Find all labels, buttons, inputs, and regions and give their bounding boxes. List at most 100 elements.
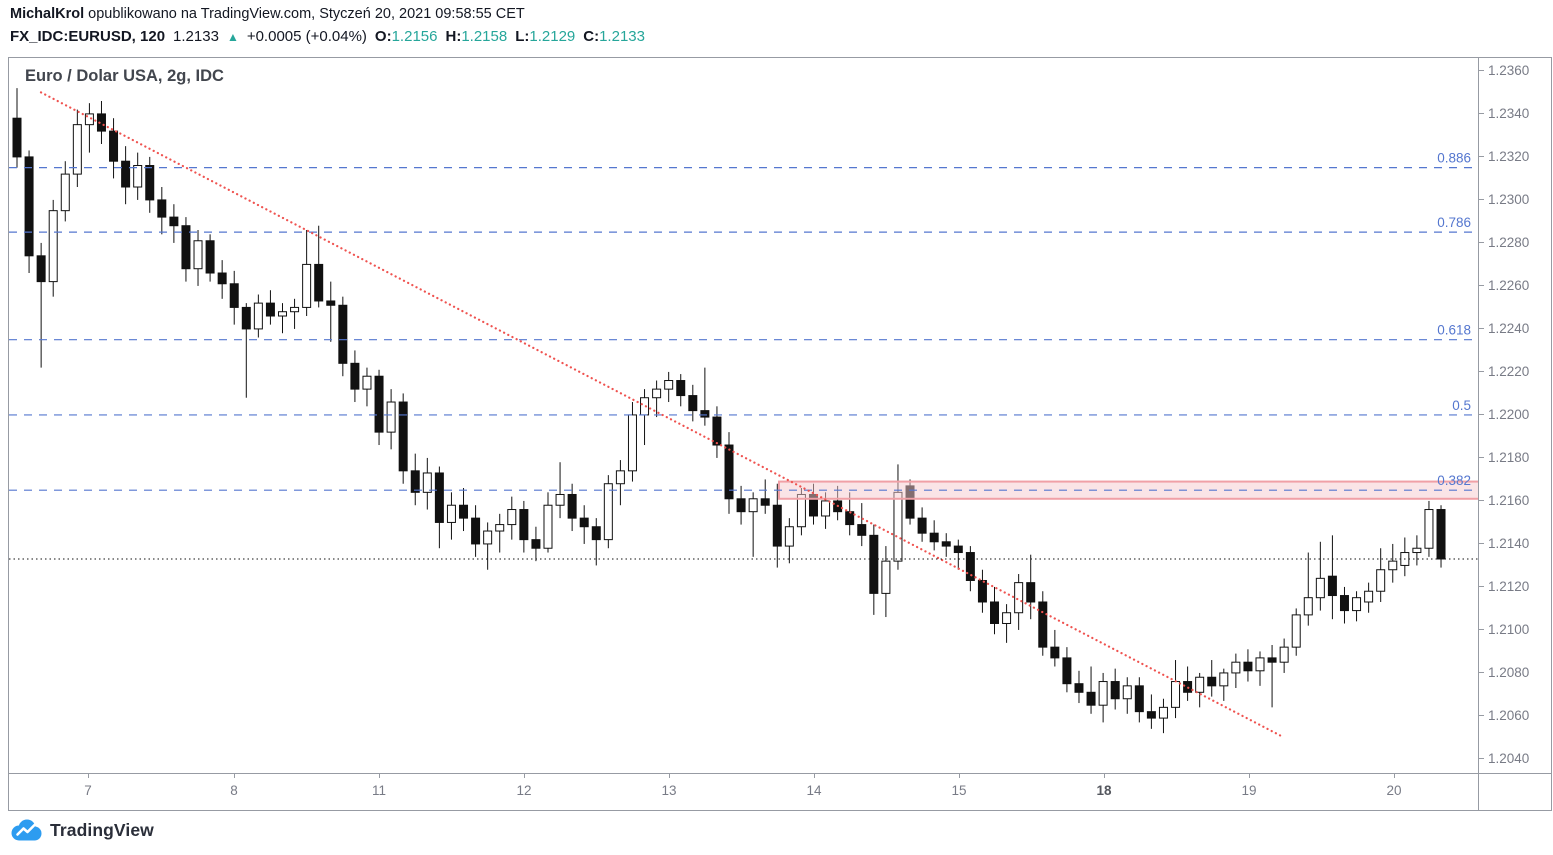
plot-area[interactable]: Euro / Dolar USA, 2g, IDC 0.886 0.786 0.61…: [9, 58, 1479, 774]
high-value: 1.2158: [461, 28, 508, 45]
x-axis-tick: [1249, 774, 1250, 778]
candle: [1267, 644, 1277, 708]
candle: [1327, 535, 1337, 620]
candle: [1134, 677, 1144, 723]
candle: [60, 161, 70, 222]
x-axis-tick: [959, 774, 960, 778]
candle: [748, 492, 758, 557]
candle: [434, 466, 444, 549]
x-axis-tick: [1394, 774, 1395, 778]
candle: [1122, 677, 1132, 714]
candle: [1146, 694, 1156, 729]
x-axis-tick: [524, 774, 525, 778]
y-axis-tick: [1479, 500, 1484, 502]
candle: [1062, 647, 1072, 693]
candle: [990, 586, 1000, 635]
y-axis-label: 1.2060: [1488, 707, 1530, 723]
y-axis-label: 1.2160: [1488, 492, 1530, 508]
fib-label: 0.382: [1437, 473, 1471, 488]
candle: [96, 101, 106, 145]
candle: [567, 483, 577, 532]
candle: [229, 270, 239, 325]
candle: [724, 432, 734, 514]
time-axis[interactable]: 7 8 11 12 13 14 15 18 19 20: [9, 774, 1479, 810]
candle: [688, 384, 698, 422]
y-axis-label: 1.2200: [1488, 406, 1530, 422]
candle: [953, 539, 963, 570]
y-axis-tick: [1479, 199, 1484, 201]
tradingview-cloud-icon: [11, 819, 42, 841]
candle: [627, 402, 637, 482]
candle: [1219, 668, 1229, 701]
y-axis-tick: [1479, 113, 1484, 115]
candle: [1074, 670, 1084, 704]
candle: [398, 393, 408, 484]
low-label: L:: [515, 28, 530, 45]
candle: [1364, 582, 1374, 613]
candle: [338, 296, 348, 377]
candle: [857, 503, 867, 547]
candle: [483, 522, 493, 570]
fib-retracement[interactable]: 0.886 0.786 0.618 0.5 0.382: [9, 151, 1479, 491]
last-price: 1.2133: [173, 28, 219, 45]
low-value: 1.2129: [529, 28, 576, 45]
x-axis-tick: [669, 774, 670, 778]
chart-svg[interactable]: 0.886 0.786 0.618 0.5 0.382: [9, 58, 1479, 774]
candle: [603, 475, 613, 549]
close-pair: C:1.2133: [583, 28, 645, 45]
publish-header: MichalKrol opublikowano na TradingView.c…: [10, 6, 525, 22]
candle: [543, 492, 553, 553]
candle: [1050, 629, 1060, 667]
price-axis[interactable]: 1.2360 1.2340 1.2320 1.2300 1.2280 1.2260 1.22…: [1479, 58, 1551, 774]
candle: [893, 464, 903, 570]
candle: [531, 526, 541, 562]
candle: [410, 453, 420, 506]
high-label: H:: [445, 28, 462, 45]
candle: [277, 303, 287, 334]
candle: [1352, 591, 1362, 622]
candle: [1303, 552, 1313, 626]
candle: [350, 350, 360, 403]
candle: [615, 460, 625, 506]
y-axis-label: 1.2280: [1488, 234, 1530, 250]
candle: [869, 524, 879, 615]
candle: [157, 187, 167, 235]
candle: [1315, 541, 1325, 611]
candle: [253, 294, 263, 338]
candle: [302, 230, 312, 317]
candle: [24, 150, 34, 274]
author-name: MichalKrol: [10, 6, 85, 22]
y-axis-label: 1.2260: [1488, 277, 1530, 293]
fib-label: 0.786: [1437, 215, 1471, 230]
y-axis-label: 1.2120: [1488, 578, 1530, 594]
fib-label: 0.5: [1452, 398, 1471, 413]
candle: [1279, 638, 1289, 673]
candle: [1086, 666, 1096, 714]
x-axis-label: 12: [516, 783, 532, 798]
x-axis-label: 18: [1096, 783, 1112, 798]
y-axis-tick: [1479, 543, 1484, 545]
candle: [591, 518, 601, 566]
candle: [1183, 666, 1193, 701]
candle: [84, 103, 94, 153]
candle: [1110, 668, 1120, 710]
candle: [1207, 660, 1217, 697]
candle: [145, 156, 155, 213]
candle: [109, 118, 119, 179]
tradingview-logo[interactable]: TradingView: [10, 817, 154, 843]
candle: [362, 367, 372, 407]
axis-corner: [1479, 774, 1551, 810]
tradingview-logo-text: TradingView: [50, 819, 154, 840]
candle: [1026, 554, 1036, 620]
y-axis-label: 1.2140: [1488, 535, 1530, 551]
trendline[interactable]: [39, 91, 1286, 739]
symbol-title: FX_IDC:EURUSD, 120: [10, 28, 166, 45]
high-pair: H:1.2158: [445, 28, 507, 45]
candle: [977, 569, 987, 613]
candle: [881, 546, 891, 618]
candle: [205, 234, 215, 282]
y-axis-tick: [1479, 758, 1484, 760]
candle: [290, 298, 300, 329]
x-axis-label: 7: [84, 783, 92, 798]
